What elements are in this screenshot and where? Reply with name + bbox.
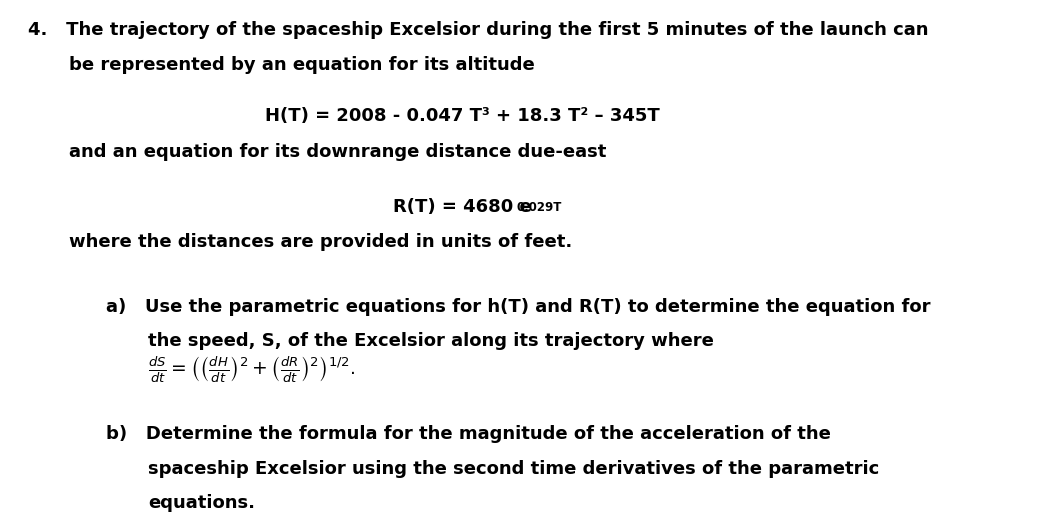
Text: and an equation for its downrange distance due-east: and an equation for its downrange distan… (70, 143, 606, 161)
Text: R(T) = 4680 e: R(T) = 4680 e (393, 198, 531, 216)
Text: $\frac{dS}{dt} = \left(\left(\frac{dH}{dt}\right)^{2}+\left(\frac{dR}{dt}\right): $\frac{dS}{dt} = \left(\left(\frac{dH}{d… (148, 354, 355, 385)
Text: a)   Use the parametric equations for h(T) and R(T) to determine the equation fo: a) Use the parametric equations for h(T)… (106, 298, 931, 315)
Text: the speed, S, of the Excelsior along its trajectory where: the speed, S, of the Excelsior along its… (148, 332, 714, 350)
Text: H(T) = 2008 - 0.047 T³ + 18.3 T² – 345T: H(T) = 2008 - 0.047 T³ + 18.3 T² – 345T (265, 107, 660, 125)
Text: b)   Determine the formula for the magnitude of the acceleration of the: b) Determine the formula for the magnitu… (106, 425, 832, 443)
Text: 0.029T: 0.029T (516, 201, 562, 214)
Text: 4.   The trajectory of the spaceship Excelsior during the first 5 minutes of the: 4. The trajectory of the spaceship Excel… (28, 21, 928, 39)
Text: equations.: equations. (148, 494, 255, 512)
Text: be represented by an equation for its altitude: be represented by an equation for its al… (70, 56, 536, 74)
Text: where the distances are provided in units of feet.: where the distances are provided in unit… (70, 233, 573, 251)
Text: spaceship Excelsior using the second time derivatives of the parametric: spaceship Excelsior using the second tim… (148, 460, 879, 478)
